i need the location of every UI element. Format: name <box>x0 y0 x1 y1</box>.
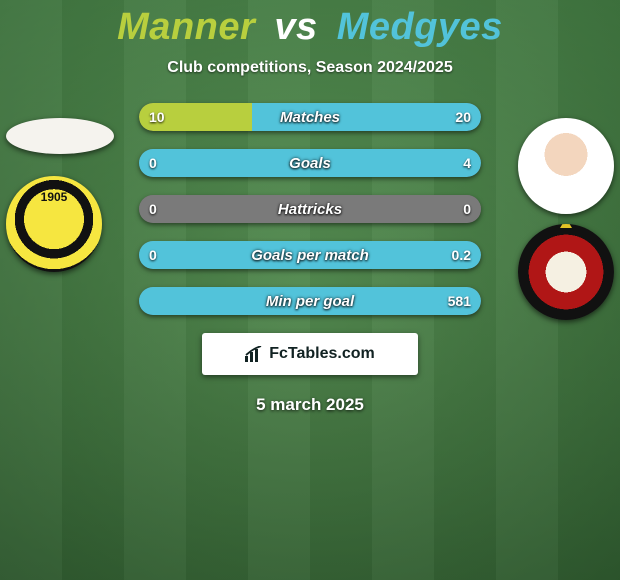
avatars-left <box>6 118 114 282</box>
stat-row: 581Min per goal <box>139 287 481 315</box>
stat-row: 00.2Goals per match <box>139 241 481 269</box>
player1-badge <box>6 118 114 154</box>
club2-badge <box>518 224 614 320</box>
stat-row: 04Goals <box>139 149 481 177</box>
stat-row: 00Hattricks <box>139 195 481 223</box>
club1-badge <box>6 176 102 272</box>
stat-row: 1020Matches <box>139 103 481 131</box>
subtitle: Club competitions, Season 2024/2025 <box>0 59 620 77</box>
title-vs: vs <box>274 6 317 48</box>
watermark: FcTables.com <box>202 333 418 375</box>
watermark-text: FcTables.com <box>269 345 375 363</box>
stat-label: Min per goal <box>139 287 481 315</box>
stat-label: Goals per match <box>139 241 481 269</box>
avatars-right <box>518 118 614 330</box>
stat-label: Goals <box>139 149 481 177</box>
player2-face <box>518 118 614 214</box>
stat-label: Hattricks <box>139 195 481 223</box>
stat-label: Matches <box>139 103 481 131</box>
date: 5 march 2025 <box>0 395 620 415</box>
chart-icon <box>245 346 263 362</box>
page-title: Manner vs Medgyes <box>0 6 620 49</box>
stats-rows: 1020Matches 04Goals 00Hattricks 00.2Goals p… <box>139 103 481 315</box>
title-player2: Medgyes <box>337 6 503 48</box>
title-player1: Manner <box>117 6 255 48</box>
